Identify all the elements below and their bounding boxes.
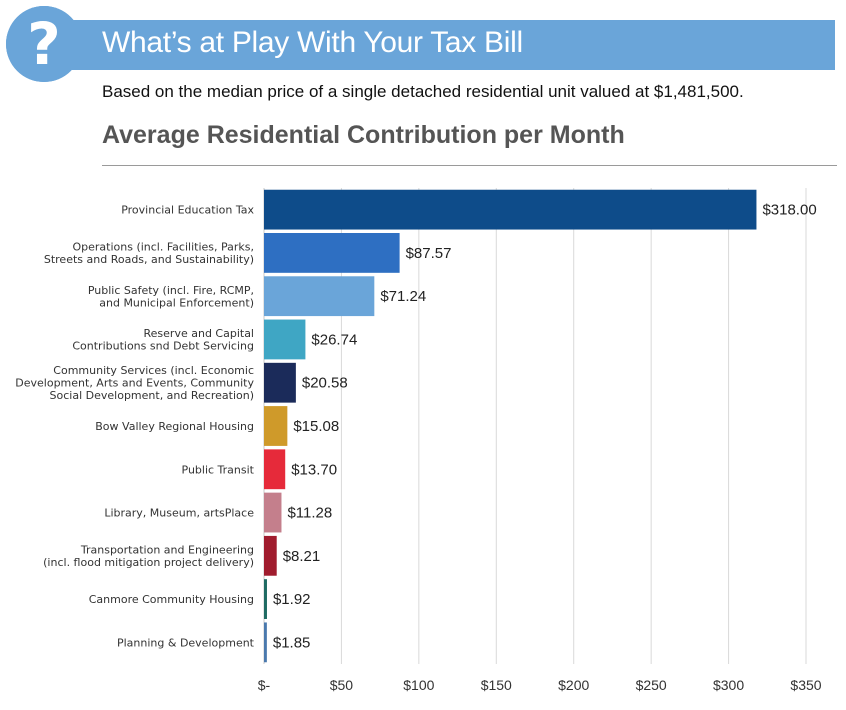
data-label: $11.28 — [287, 505, 332, 522]
category-label: Social Development, and Recreation) — [50, 389, 254, 402]
category-label: Canmore Community Housing — [89, 593, 254, 606]
category-label: and Municipal Enforcement) — [99, 296, 254, 309]
category-label: Bow Valley Regional Housing — [95, 420, 254, 433]
bar — [264, 579, 267, 619]
bar — [264, 362, 296, 403]
category-label: Reserve and Capital — [144, 327, 254, 340]
x-tick-label: $100 — [403, 677, 434, 693]
bar — [264, 449, 286, 490]
bar — [264, 189, 757, 230]
data-label: $318.00 — [762, 202, 816, 219]
bar — [264, 406, 288, 446]
category-label: Transportation and Engineering — [80, 544, 254, 557]
data-label: $20.58 — [302, 375, 348, 392]
bar — [264, 276, 375, 317]
x-tick-label: $250 — [636, 677, 667, 693]
x-tick-label: $300 — [713, 677, 744, 693]
chart-title: Average Residential Contribution per Mon… — [102, 121, 625, 149]
x-tick-label: $200 — [558, 677, 589, 693]
bar — [264, 492, 282, 533]
data-label: $13.70 — [291, 461, 337, 478]
category-label: Contributions snd Debt Servicing — [72, 340, 254, 353]
data-label: $71.24 — [380, 288, 426, 305]
data-label: $26.74 — [311, 331, 357, 348]
category-label: Planning & Development — [117, 636, 255, 649]
bar — [264, 319, 306, 360]
title-banner — [40, 20, 835, 70]
data-label: $8.21 — [283, 548, 321, 565]
data-label: $87.57 — [406, 245, 452, 262]
category-label: (incl. flood mitigation project delivery… — [43, 556, 254, 569]
data-label: $1.92 — [273, 591, 311, 608]
x-tick-label: $350 — [790, 677, 821, 693]
x-tick-label: $- — [258, 677, 271, 693]
bar — [264, 535, 277, 576]
category-label: Community Services (incl. Economic — [53, 364, 254, 377]
bar — [264, 622, 267, 663]
x-tick-label: $150 — [481, 677, 512, 693]
category-label: Development, Arts and Events, Community — [15, 377, 254, 390]
data-label: $1.85 — [273, 634, 311, 651]
title-divider — [102, 165, 837, 166]
category-label: Library, Museum, artsPlace — [104, 507, 254, 520]
question-mark-icon: ? — [27, 10, 61, 78]
category-label: Public Transit — [182, 463, 255, 476]
category-label: Public Safety (incl. Fire, RCMP, — [88, 284, 254, 297]
x-tick-label: $50 — [330, 677, 354, 693]
category-label: Operations (incl. Facilities, Parks, — [72, 241, 254, 254]
page-title: What’s at Play With Your Tax Bill — [102, 26, 523, 59]
page-subtitle: Based on the median price of a single de… — [102, 82, 744, 101]
question-circle — [6, 6, 82, 82]
bar — [264, 233, 400, 273]
category-label: Streets and Roads, and Sustainability) — [44, 253, 254, 266]
data-label: $15.08 — [293, 418, 339, 435]
category-label: Provincial Education Tax — [121, 204, 254, 217]
